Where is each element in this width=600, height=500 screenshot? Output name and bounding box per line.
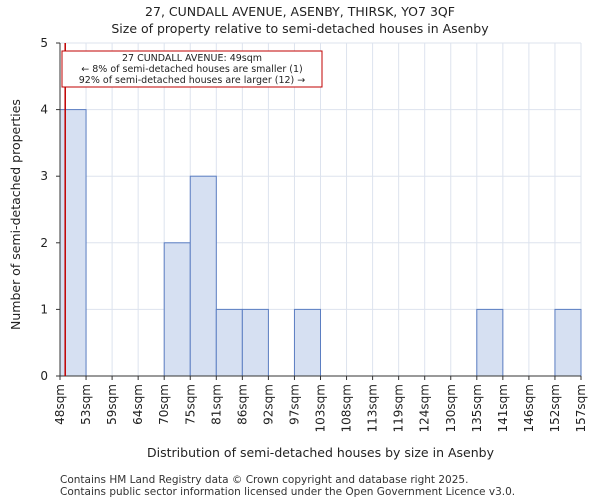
annotation-line-3: 92% of semi-detached houses are larger (… [79, 75, 306, 86]
x-tick-label-146sqm: 146sqm [522, 384, 536, 432]
x-axis-label: Distribution of semi-detached houses by … [147, 445, 494, 460]
x-tick-label-135sqm: 135sqm [470, 384, 484, 432]
axes: 0 1 2 3 4 5 48sqm 53sqm 59sqm 64sqm 70sqm 75sqm 81sq… [40, 36, 588, 432]
bar-97sqm [293, 308, 322, 377]
bar-75sqm [189, 175, 217, 377]
x-tick-label-108sqm: 108sqm [340, 384, 354, 432]
annotation-line-1: 27 CUNDALL AVENUE: 49sqm [122, 53, 262, 64]
annotation-border [61, 50, 323, 88]
x-tick-label-97sqm: 97sqm [287, 384, 301, 425]
y-axis-label: Number of semi-detached properties [8, 99, 23, 330]
bar-81sqm [215, 308, 243, 377]
x-tick-label-119sqm: 119sqm [392, 384, 406, 432]
footer-licence: Contains public sector information licen… [60, 486, 516, 498]
x-tick-label-75sqm: 75sqm [183, 384, 197, 425]
x-tick-label-81sqm: 81sqm [209, 384, 223, 425]
x-tick-label-141sqm: 141sqm [496, 384, 510, 432]
y-tick-label: 2 [40, 236, 48, 250]
x-tick-label-70sqm: 70sqm [157, 384, 171, 425]
annotation-line-2: ← 8% of semi-detached houses are smaller… [81, 64, 302, 75]
y-tick-label: 4 [40, 103, 48, 117]
x-tick-label-92sqm: 92sqm [261, 384, 275, 425]
x-tick-label-113sqm: 113sqm [366, 384, 380, 432]
x-tick-label-53sqm: 53sqm [79, 384, 93, 425]
annotation-box: 27 CUNDALL AVENUE: 49sqm ← 8% of semi-de… [61, 50, 323, 88]
x-tick-label-48sqm: 48sqm [53, 384, 67, 425]
y-tick-label: 3 [40, 169, 48, 183]
bar-70sqm [163, 242, 191, 377]
x-tick-label-64sqm: 64sqm [131, 384, 145, 425]
y-tick-label: 0 [40, 369, 48, 383]
bar-152sqm [554, 308, 582, 377]
bar-135sqm [476, 308, 504, 377]
chart-title: 27, CUNDALL AVENUE, ASENBY, THIRSK, YO7 … [145, 4, 455, 19]
footer-copyright: Contains HM Land Registry data © Crown c… [60, 474, 469, 486]
chart-subtitle: Size of property relative to semi-detach… [111, 21, 489, 36]
x-tick-label-152sqm: 152sqm [548, 384, 562, 432]
y-tick-label: 5 [40, 36, 48, 50]
x-tick-label-124sqm: 124sqm [418, 384, 432, 432]
x-tick-label-157sqm: 157sqm [574, 384, 588, 432]
bar-86sqm [241, 308, 269, 377]
y-tick-label: 1 [40, 302, 48, 316]
x-tick-label-130sqm: 130sqm [444, 384, 458, 432]
x-tick-label-59sqm: 59sqm [105, 384, 119, 425]
x-tick-label-103sqm: 103sqm [314, 384, 328, 432]
bar-48sqm [59, 109, 87, 377]
x-tick-label-86sqm: 86sqm [235, 384, 249, 425]
